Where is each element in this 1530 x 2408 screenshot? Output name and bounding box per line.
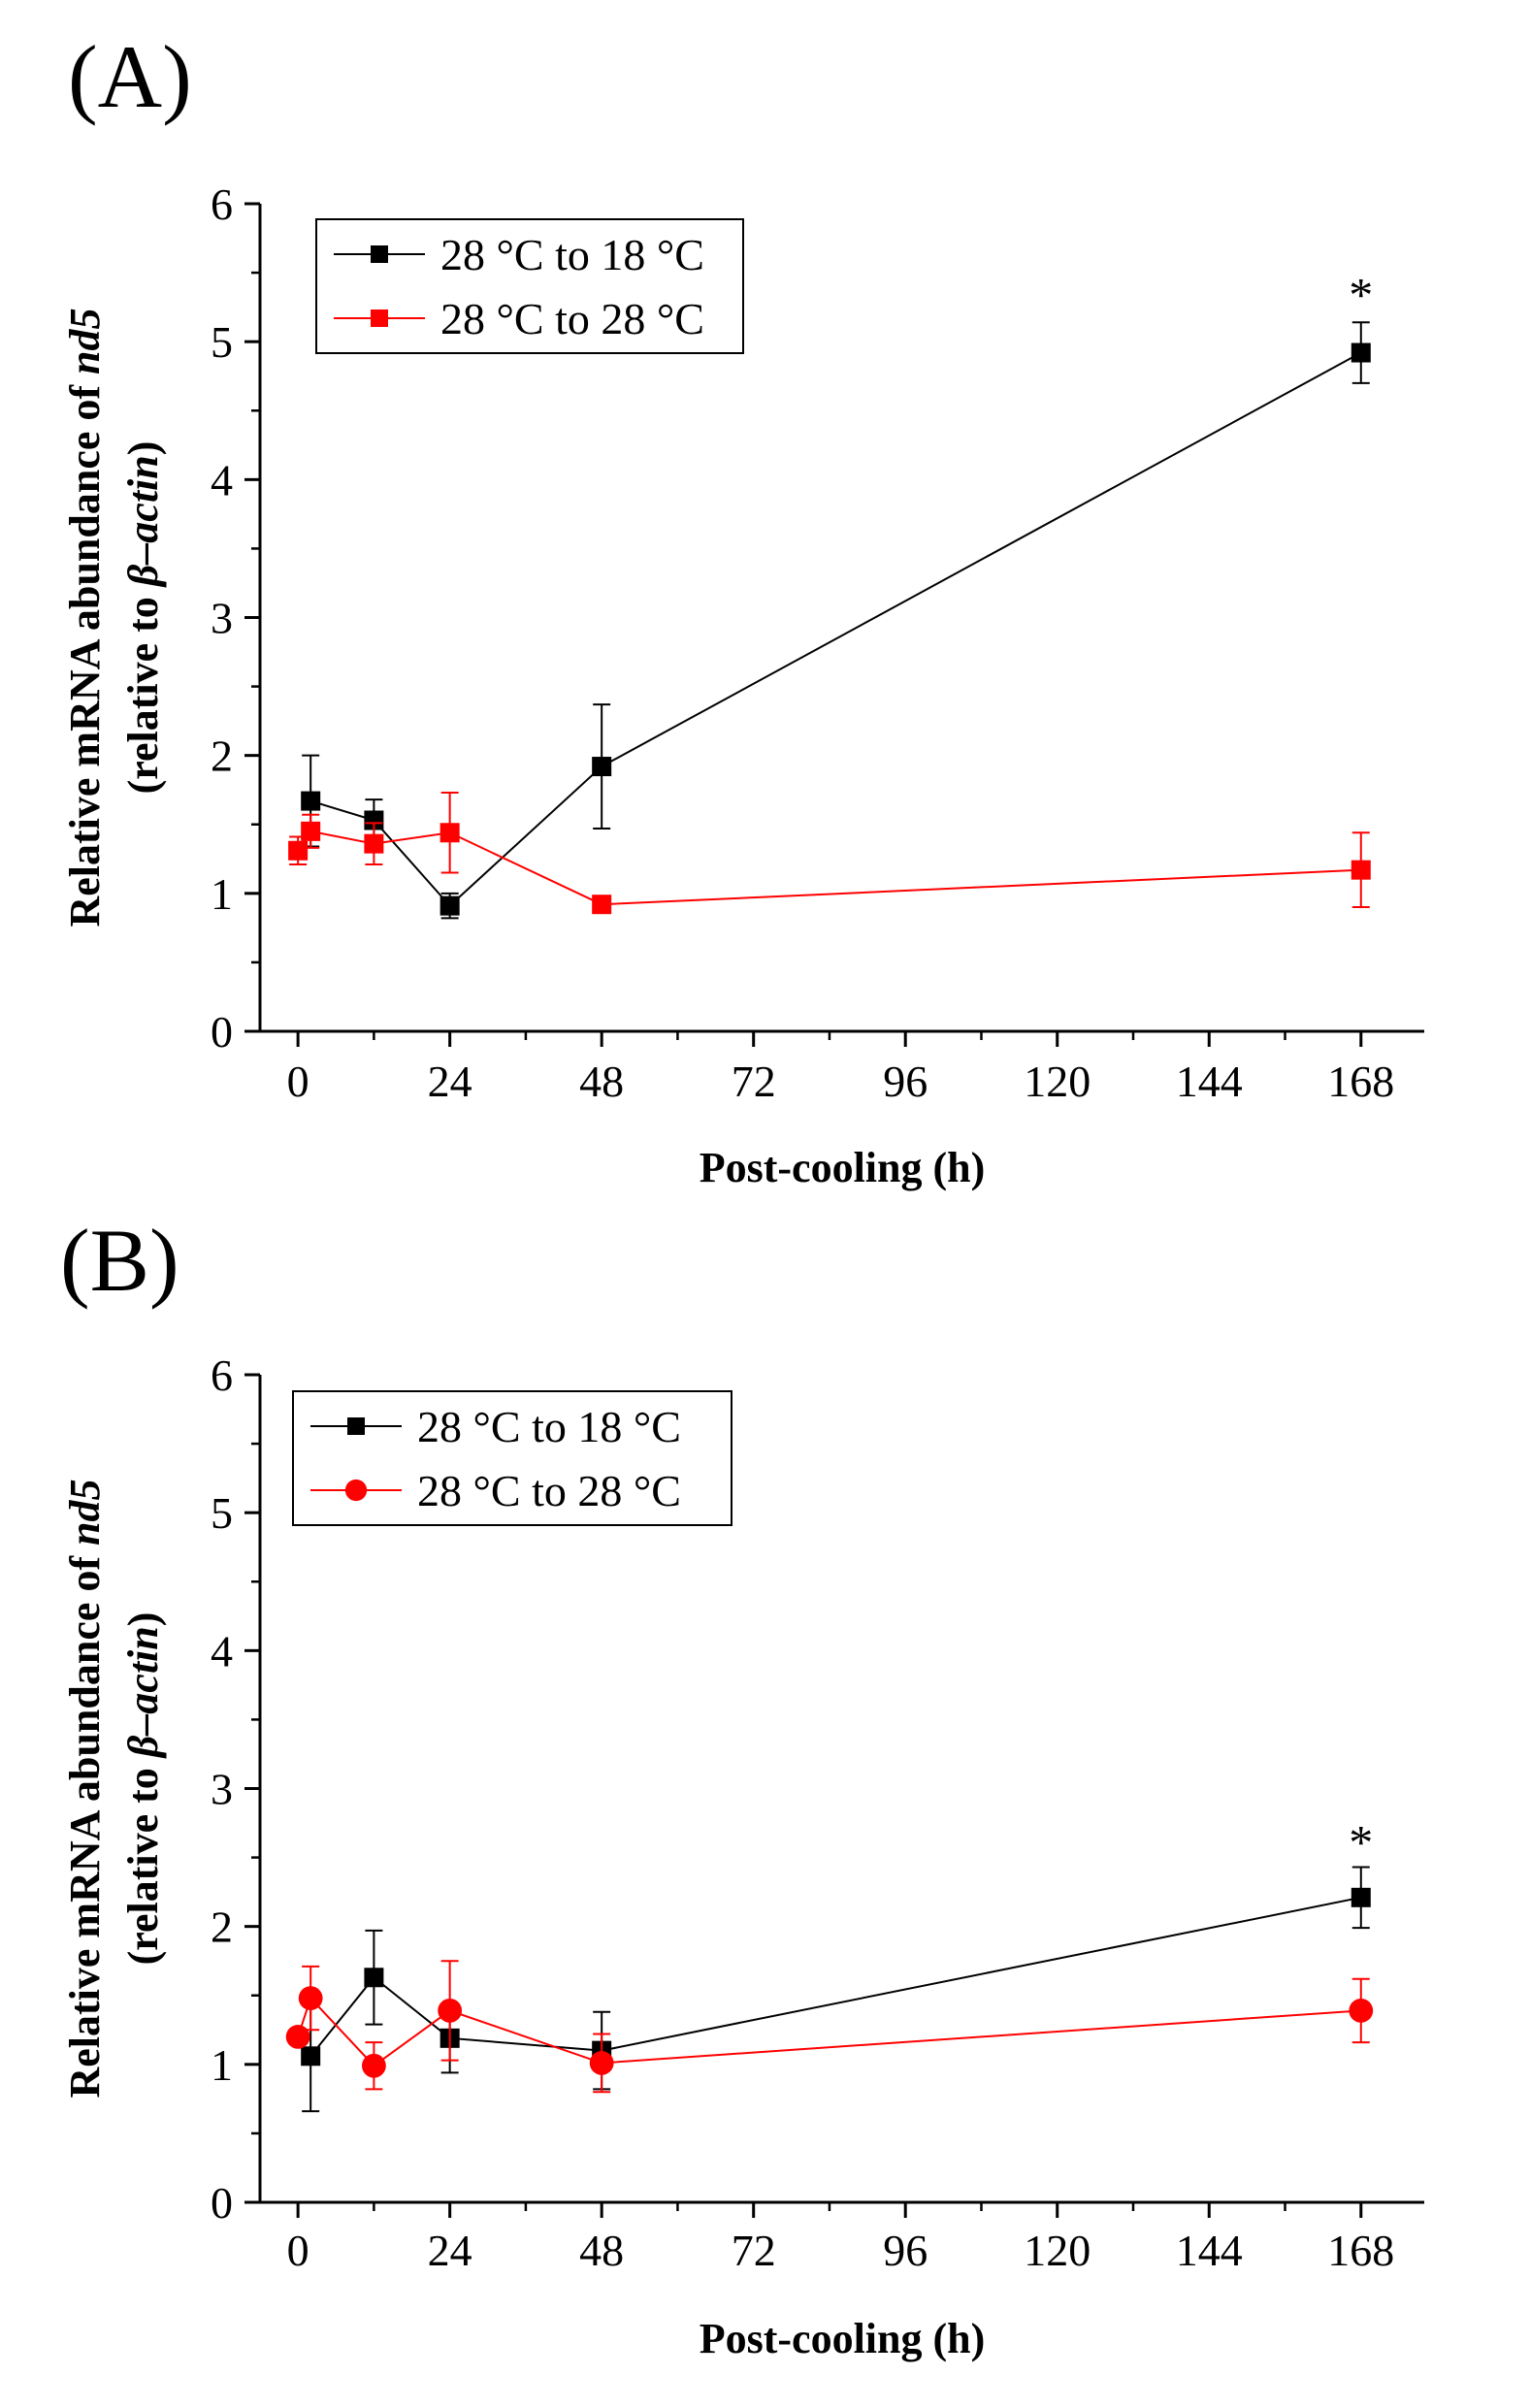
data-point <box>364 810 384 830</box>
x-tick-label: 168 <box>1327 1057 1394 1106</box>
y-tick-label: 6 <box>211 1350 233 1400</box>
x-tick-label: 72 <box>732 1057 776 1106</box>
chart-panel-a: (A) 0 24 48 72 96 120 144 168 0 1 2 3 4 5 6 Post-cooling… <box>61 27 1424 1191</box>
legend-marker <box>371 309 388 327</box>
data-point <box>438 1998 463 2023</box>
legend-label: 28 °C to 28 °C <box>440 294 704 343</box>
series-line <box>309 1896 1361 2057</box>
y-axis-title-line-2: (relative to β–actin) <box>119 441 167 795</box>
series-control <box>285 1960 1374 2094</box>
x-tick-label: 72 <box>732 2226 776 2275</box>
x-tick-label: 168 <box>1327 2226 1394 2275</box>
data-point <box>439 895 460 916</box>
x-tick-label: 24 <box>428 2226 472 2275</box>
y-axis-title-part: ) <box>119 1612 167 1627</box>
y-axis-title-part: β–actin <box>119 455 167 588</box>
significance-asterisk: * <box>1349 1815 1373 1870</box>
data-point <box>1351 342 1371 363</box>
x-tick-label: 48 <box>579 2226 624 2275</box>
data-point <box>285 2025 310 2049</box>
x-tick-label: 120 <box>1024 2226 1091 2275</box>
data-point <box>1351 860 1371 880</box>
data-point <box>288 840 309 861</box>
data-point <box>1351 1887 1371 1907</box>
y-axis-title-line-2: (relative to β–actin) <box>119 1612 167 1966</box>
y-tick-label: 5 <box>211 1488 233 1538</box>
y-axis-title-part: Relative mRNA abundance of <box>61 1546 109 2099</box>
x-tick-label: 0 <box>287 1057 309 1106</box>
x-tick-label: 120 <box>1024 1057 1091 1106</box>
data-point <box>589 2051 614 2075</box>
data-point <box>364 1968 384 1988</box>
y-tick-label: 0 <box>211 2178 233 2228</box>
series-line <box>309 351 1362 908</box>
panel-label: (A) <box>68 27 192 126</box>
series-cooled <box>301 1866 1371 2113</box>
x-tick-label: 96 <box>883 2226 928 2275</box>
data-point <box>592 895 612 915</box>
x-tick-label: 96 <box>883 1057 928 1106</box>
y-tick-label: 5 <box>211 317 233 367</box>
x-tick-label: 0 <box>287 2226 309 2275</box>
series-control <box>288 792 1371 915</box>
y-tick-label: 1 <box>211 869 233 919</box>
y-tick-label: 2 <box>211 732 233 781</box>
legend-marker <box>347 1417 365 1435</box>
y-axis-title-part: nd5 <box>61 308 109 374</box>
significance-asterisk: * <box>1349 267 1373 321</box>
legend-label: 28 °C to 28 °C <box>417 1466 681 1515</box>
data-point <box>1349 1998 1374 2023</box>
y-axis-title-part: ) <box>119 441 167 456</box>
legend: 28 °C to 18 °C 28 °C to 28 °C <box>292 1390 732 1526</box>
data-point <box>301 791 321 811</box>
legend-marker <box>344 1479 368 1502</box>
x-axis-title: Post-cooling (h) <box>700 1144 986 1191</box>
y-tick-label: 4 <box>211 455 233 504</box>
legend-marker <box>371 245 388 263</box>
y-tick-label: 1 <box>211 2040 233 2090</box>
y-axis-title-part: (relative to <box>119 1757 167 1965</box>
data-point <box>298 1986 323 2010</box>
x-tick-label: 48 <box>579 1057 624 1106</box>
y-tick-label: 2 <box>211 1903 233 1952</box>
data-point <box>364 833 384 854</box>
y-axis-title-part: nd5 <box>61 1479 109 1545</box>
series-cooled <box>301 321 1371 920</box>
y-axis-title-part: Relative mRNA abundance of <box>61 374 109 927</box>
y-axis-title-line-1: Relative mRNA abundance of nd5 <box>61 1479 109 2098</box>
x-tick-label: 24 <box>428 1057 472 1106</box>
legend: 28 °C to 18 °C 28 °C to 28 °C <box>315 218 744 354</box>
x-axis-title: Post-cooling (h) <box>700 2315 986 2362</box>
panel-label: (B) <box>60 1211 179 1310</box>
legend-label: 28 °C to 18 °C <box>440 230 704 279</box>
y-tick-label: 3 <box>211 594 233 643</box>
legend-label: 28 °C to 18 °C <box>417 1402 681 1451</box>
data-point <box>361 2053 386 2078</box>
data-point <box>301 821 321 841</box>
y-tick-label: 3 <box>211 1765 233 1814</box>
y-tick-label: 4 <box>211 1626 233 1676</box>
y-axis-title-line-1: Relative mRNA abundance of nd5 <box>61 308 109 927</box>
y-tick-label: 6 <box>211 179 233 229</box>
chart-panel-b: (B) 0 24 48 72 96 120 144 168 0 1 2 3 4 5 6 Post-cooling… <box>60 1211 1424 2362</box>
data-point <box>592 757 612 777</box>
data-point <box>301 2046 321 2066</box>
data-point <box>439 823 460 843</box>
x-tick-label: 144 <box>1176 2226 1243 2275</box>
legend-box <box>315 218 744 354</box>
legend-box <box>292 1390 732 1526</box>
y-axis-title-part: β–actin <box>119 1626 167 1759</box>
y-tick-label: 0 <box>211 1007 233 1057</box>
x-tick-label: 144 <box>1176 1057 1243 1106</box>
y-axis-title-part: (relative to <box>119 586 167 794</box>
